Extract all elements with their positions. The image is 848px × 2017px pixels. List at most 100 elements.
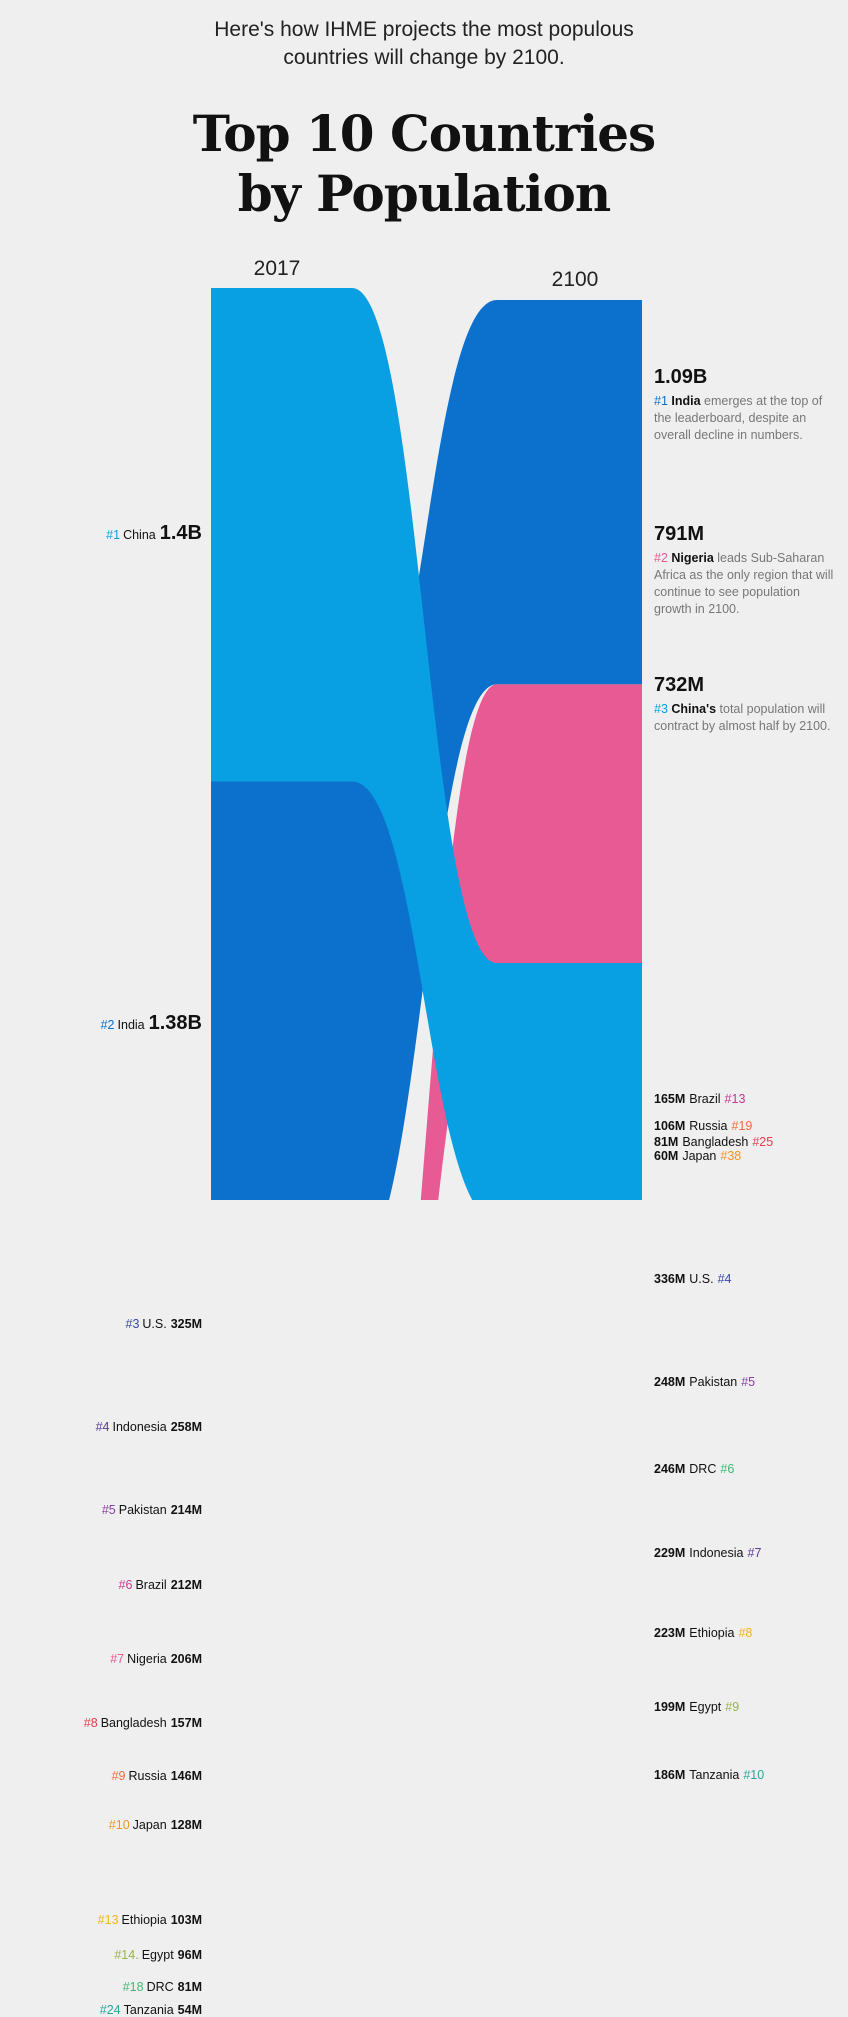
- right-label-indonesia: 229M Indonesia #7: [654, 1546, 761, 1560]
- left-value-ethiopia: 103M: [170, 1913, 202, 1928]
- right-value-japan: 60M: [654, 1149, 679, 1163]
- flow-ribbon-nigeria: [420, 684, 642, 1200]
- left-rank-tanzania: #24: [99, 2003, 121, 2017]
- right-rank-tanzania: #10: [743, 1767, 765, 1782]
- right-label-pakistan: 248M Pakistan #5: [654, 1375, 755, 1389]
- left-value-indonesia: 258M: [170, 1419, 202, 1434]
- right-label-brazil: 165M Brazil #13: [654, 1092, 745, 1106]
- right-name-tanzania: Tanzania: [689, 1767, 740, 1782]
- left-value-drc: 81M: [177, 1979, 202, 1994]
- callout-name-nigeria: Nigeria: [671, 551, 714, 565]
- left-rank-egypt: #14.: [114, 1948, 139, 1963]
- right-label-ethiopia: 223M Ethiopia #8: [654, 1626, 752, 1640]
- right-rank-russia: #19: [731, 1119, 753, 1133]
- left-rank-ethiopia: #13: [97, 1913, 119, 1928]
- year-label-2100: 2100: [551, 268, 599, 291]
- left-rank-japan: #10: [108, 1817, 130, 1832]
- right-label-russia: 106M Russia #19: [654, 1119, 752, 1133]
- left-label-china: #1 China 1.4B: [106, 522, 202, 545]
- left-label-indonesia: #4 Indonesia 258M: [96, 1420, 202, 1434]
- right-label-us: 336M U.S. #4: [654, 1272, 732, 1286]
- right-value-egypt: 199M: [654, 1700, 686, 1715]
- left-label-brazil: #6 Brazil 212M: [119, 1578, 202, 1592]
- left-name-pakistan: Pakistan: [118, 1503, 167, 1518]
- right-name-bangladesh: Bangladesh: [682, 1135, 749, 1149]
- callout-value-china: 732M: [654, 674, 705, 696]
- left-label-ethiopia: #13 Ethiopia 103M: [98, 1913, 202, 1927]
- right-label-japan: 60M Japan #38: [654, 1149, 741, 1163]
- left-label-india: #2 India 1.38B: [101, 1012, 202, 1035]
- callout-value-india: 1.09B: [654, 366, 708, 388]
- right-name-ethiopia: Ethiopia: [689, 1625, 735, 1640]
- subtitle-line-2: countries will change by 2100.: [283, 46, 565, 69]
- right-name-egypt: Egypt: [689, 1700, 722, 1715]
- left-value-us: 325M: [170, 1317, 202, 1332]
- right-name-japan: Japan: [682, 1149, 717, 1163]
- left-name-us: U.S.: [142, 1317, 167, 1332]
- left-rank-drc: #18: [122, 1979, 144, 1994]
- left-name-china: China: [123, 527, 156, 542]
- left-label-pakistan: #5 Pakistan 214M: [102, 1503, 202, 1517]
- left-rank-nigeria: #7: [110, 1651, 125, 1666]
- left-name-nigeria: Nigeria: [127, 1651, 167, 1666]
- left-rank-indonesia: #4: [95, 1419, 110, 1434]
- flow-ribbon-china: [211, 288, 642, 1200]
- callout-name-india: India: [671, 394, 701, 408]
- left-label-egypt: #14. Egypt 96M: [114, 1948, 202, 1962]
- callout-desc-china: total population will contract by almost…: [654, 702, 831, 733]
- right-value-bangladesh: 81M: [654, 1135, 679, 1149]
- year-label-2017: 2017: [253, 257, 301, 280]
- callout-rank-china: #3: [654, 702, 672, 716]
- left-name-brazil: Brazil: [135, 1578, 167, 1593]
- callout-desc-nigeria: leads Sub-Saharan Africa as the only reg…: [654, 551, 834, 616]
- callout-text-nigeria: #2 Nigeria leads Sub-Saharan Africa as t…: [654, 550, 839, 618]
- left-rank-china: #1: [106, 527, 121, 542]
- left-label-nigeria: #7 Nigeria 206M: [110, 1652, 202, 1666]
- chart-title: Top 10 Countries by Population: [0, 104, 848, 224]
- left-value-nigeria: 206M: [170, 1651, 202, 1666]
- left-value-pakistan: 214M: [170, 1503, 202, 1518]
- callout-nigeria: 791M #2 Nigeria leads Sub-Saharan Africa …: [654, 522, 839, 618]
- left-name-japan: Japan: [132, 1817, 167, 1832]
- right-value-brazil: 165M: [654, 1092, 686, 1106]
- callout-text-india: #1 India emerges at the top of the leade…: [654, 393, 839, 444]
- right-name-us: U.S.: [689, 1272, 714, 1287]
- left-rank-pakistan: #5: [101, 1503, 116, 1518]
- left-name-bangladesh: Bangladesh: [100, 1715, 167, 1730]
- right-rank-us: #4: [717, 1272, 732, 1287]
- right-name-drc: DRC: [689, 1462, 717, 1477]
- subtitle: Here's how IHME projects the most populo…: [0, 16, 848, 72]
- right-label-drc: 246M DRC #6: [654, 1462, 734, 1476]
- title-line-1: Top 10 Countries: [192, 104, 656, 163]
- left-name-ethiopia: Ethiopia: [121, 1913, 167, 1928]
- right-value-us: 336M: [654, 1272, 686, 1287]
- left-label-bangladesh: #8 Bangladesh 157M: [84, 1716, 202, 1730]
- right-value-tanzania: 186M: [654, 1767, 686, 1782]
- left-value-bangladesh: 157M: [170, 1715, 202, 1730]
- right-value-indonesia: 229M: [654, 1546, 686, 1561]
- right-label-egypt: 199M Egypt #9: [654, 1700, 739, 1714]
- left-rank-india: #2: [100, 1017, 115, 1032]
- callout-value-nigeria: 791M: [654, 523, 705, 545]
- subtitle-line-1: Here's how IHME projects the most populo…: [214, 18, 634, 41]
- right-label-bangladesh: 81M Bangladesh #25: [654, 1135, 773, 1149]
- left-label-drc: #18 DRC 81M: [123, 1980, 202, 1994]
- callout-china: 732M #3 China's total population will con…: [654, 673, 839, 735]
- left-rank-russia: #9: [111, 1769, 126, 1784]
- callout-india: 1.09B #1 India emerges at the top of the …: [654, 365, 839, 444]
- left-label-tanzania: #24 Tanzania 54M: [100, 2003, 202, 2017]
- left-value-japan: 128M: [170, 1817, 202, 1832]
- callout-name-china: China's: [671, 702, 717, 716]
- left-name-egypt: Egypt: [141, 1948, 174, 1963]
- left-value-brazil: 212M: [170, 1578, 202, 1593]
- left-rank-brazil: #6: [118, 1578, 133, 1593]
- right-value-drc: 246M: [654, 1462, 686, 1477]
- left-name-drc: DRC: [146, 1979, 174, 1994]
- title-line-2: by Population: [237, 164, 612, 223]
- right-value-russia: 106M: [654, 1119, 686, 1133]
- right-rank-indonesia: #7: [747, 1546, 762, 1561]
- right-value-ethiopia: 223M: [654, 1625, 686, 1640]
- sankey-chart: [211, 288, 642, 1200]
- left-name-indonesia: Indonesia: [112, 1419, 167, 1434]
- right-rank-egypt: #9: [725, 1700, 740, 1715]
